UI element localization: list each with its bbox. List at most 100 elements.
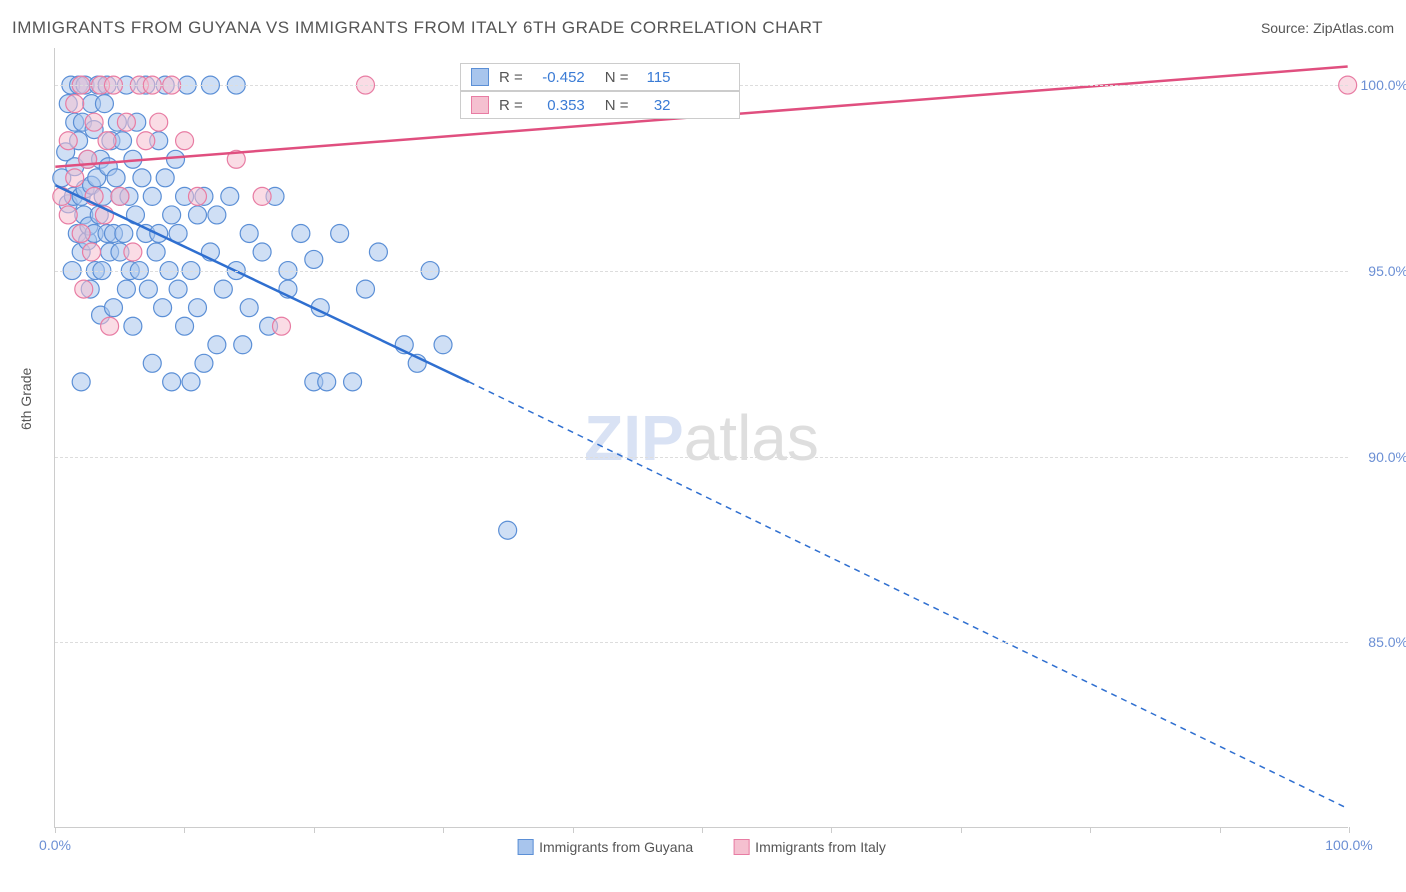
data-point [66,169,84,187]
grid-line [55,271,1348,272]
data-point [188,187,206,205]
data-point [72,373,90,391]
data-point [111,187,129,205]
data-point [124,317,142,335]
n-value: 115 [639,69,671,86]
plot-area: ZIPatlas 85.0%90.0%95.0%100.0%0.0%100.0%… [54,48,1348,828]
data-point [83,243,101,261]
x-tick [443,827,444,833]
data-point [434,336,452,354]
data-point [104,299,122,317]
data-point [318,373,336,391]
legend-swatch [471,68,489,86]
data-point [66,95,84,113]
data-point [156,169,174,187]
data-point [107,169,125,187]
data-point [139,280,157,298]
data-point [117,280,135,298]
data-point [167,150,185,168]
x-tick [55,827,56,833]
grid-line [55,457,1348,458]
x-tick [314,827,315,833]
x-tick [184,827,185,833]
data-point [344,373,362,391]
grid-line [55,642,1348,643]
data-point [240,299,258,317]
trend-line [55,185,469,382]
data-point [182,373,200,391]
legend-item: Immigrants from Guyana [517,839,693,855]
data-point [143,354,161,372]
legend-item: Immigrants from Italy [733,839,886,855]
data-point [150,113,168,131]
data-point [214,280,232,298]
data-point [253,187,271,205]
r-label: R = [499,69,523,86]
y-tick-label: 95.0% [1353,263,1406,279]
x-tick [1349,827,1350,833]
n-label: N = [605,69,629,86]
data-point [188,299,206,317]
data-point [357,280,375,298]
x-tick [961,827,962,833]
data-point [72,224,90,242]
data-point [234,336,252,354]
data-point [124,243,142,261]
data-point [133,169,151,187]
data-point [305,250,323,268]
data-point [163,206,181,224]
bottom-legend: Immigrants from Guyana Immigrants from It… [517,839,886,855]
x-tick [831,827,832,833]
data-point [59,132,77,150]
data-point [59,206,77,224]
data-point [143,187,161,205]
data-point [98,132,116,150]
data-point [117,113,135,131]
stats-legend-row: R =-0.452N =115 [460,63,740,91]
x-tick [573,827,574,833]
legend-swatch [517,839,533,855]
legend-label: Immigrants from Guyana [539,839,693,855]
data-point [273,317,291,335]
data-point [115,224,133,242]
data-point [221,187,239,205]
data-point [369,243,387,261]
r-value: 0.353 [533,97,585,114]
data-point [101,317,119,335]
y-axis-title: 6th Grade [18,368,34,430]
n-label: N = [605,97,629,114]
x-tick-label: 0.0% [39,837,71,853]
r-label: R = [499,97,523,114]
data-point [240,224,258,242]
data-point [195,354,213,372]
chart-title: IMMIGRANTS FROM GUYANA VS IMMIGRANTS FRO… [12,18,823,38]
x-tick [1090,827,1091,833]
x-tick-label: 100.0% [1325,837,1372,853]
data-point [208,336,226,354]
data-point [208,206,226,224]
chart-svg [55,48,1348,827]
source-label: Source: ZipAtlas.com [1261,20,1394,36]
data-point [253,243,271,261]
y-tick-label: 85.0% [1353,634,1406,650]
x-tick [1220,827,1221,833]
data-point [499,521,517,539]
data-point [292,224,310,242]
n-value: 32 [639,97,671,114]
y-tick-label: 90.0% [1353,449,1406,465]
data-point [163,373,181,391]
legend-label: Immigrants from Italy [755,839,886,855]
data-point [176,317,194,335]
data-point [331,224,349,242]
data-point [147,243,165,261]
legend-swatch [733,839,749,855]
data-point [85,113,103,131]
y-tick-label: 100.0% [1353,77,1406,93]
x-tick [702,827,703,833]
data-point [169,280,187,298]
legend-swatch [471,96,489,114]
stats-legend-row: R = 0.353 N = 32 [460,91,740,119]
data-point [75,280,93,298]
data-point [176,132,194,150]
trend-line-dashed [469,382,1348,809]
